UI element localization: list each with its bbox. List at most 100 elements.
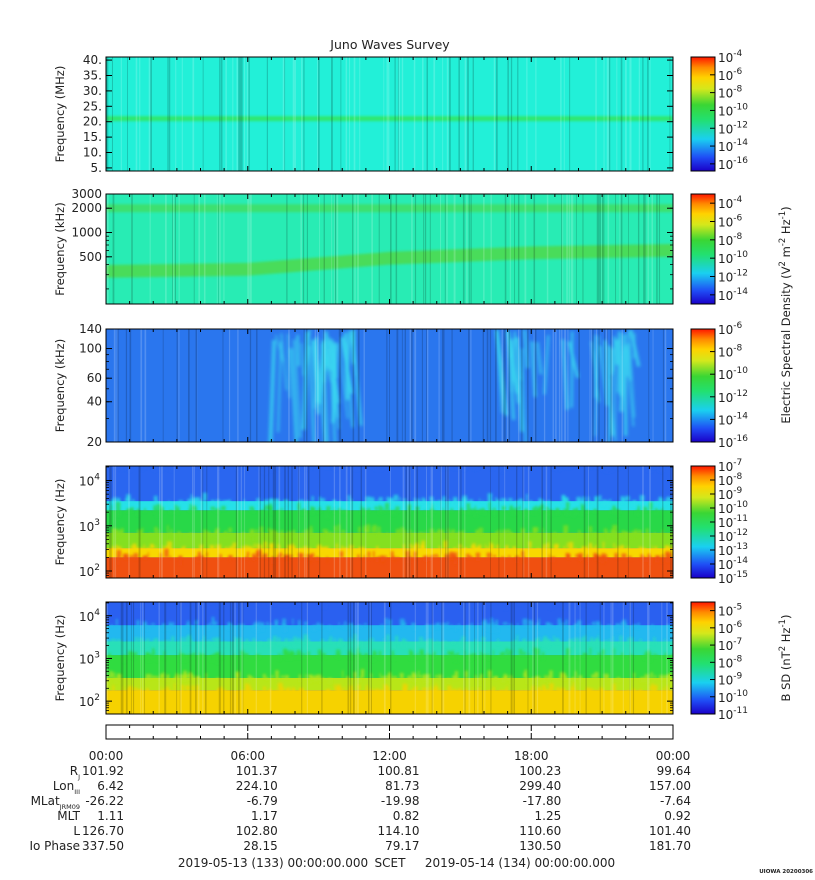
y-tick-label: 60 <box>87 371 102 385</box>
ephemeris-value: 110.60 <box>519 824 561 838</box>
footer-end: 2019-05-14 (134) 00:00:00.000 <box>425 856 615 870</box>
y-tick-label: 40 <box>87 395 102 409</box>
ephemeris-value: 0.92 <box>664 809 691 823</box>
ephemeris-value: 0.82 <box>393 809 420 823</box>
spectral-layer <box>106 625 673 642</box>
ephemeris-value: 114.10 <box>378 824 420 838</box>
colorbar-tick-label: 10-8 <box>718 472 743 488</box>
colorbar-tick-label: 10-12 <box>718 269 748 285</box>
y-tick-label: 2000 <box>71 201 102 215</box>
emission-band <box>106 204 673 213</box>
ephemeris-value: 6.42 <box>97 779 124 793</box>
colorbar-tick-label: 10-5 <box>718 603 742 619</box>
emission-band <box>106 116 673 122</box>
colorbar-tick-label: 10-10 <box>718 689 748 705</box>
colorbar: 10-710-810-910-1010-1110-1210-1310-1410-… <box>690 458 748 586</box>
ephemeris-value: -26.22 <box>85 794 124 808</box>
spectrogram-background <box>106 329 673 442</box>
ephemeris-value: 181.70 <box>649 839 691 853</box>
colorbar-label: B SD (nT2​ Hz-1​) <box>778 615 793 702</box>
colorbar-tick-label: 10-6 <box>718 214 743 230</box>
colorbar-tick-label: 10-14 <box>718 411 748 427</box>
colorbar-tick-label: 10-16 <box>718 156 748 172</box>
ephemeris-value: 157.00 <box>649 779 691 793</box>
y-tick-label: 35. <box>83 68 102 82</box>
ephemeris-value: 130.50 <box>519 839 561 853</box>
colorbar-tick-label: 10-12 <box>718 389 748 405</box>
colorbar-gradient <box>691 329 715 442</box>
colorbar-tick-label: 10-14 <box>718 556 748 572</box>
ephemeris-value: 1.11 <box>97 809 124 823</box>
spectrogram-image <box>106 57 673 171</box>
spectrogram-background <box>106 57 673 171</box>
y-tick-label: 40. <box>83 53 102 67</box>
spectrogram-image <box>106 602 673 714</box>
drifting-emission-band <box>106 244 673 278</box>
time-tick-label: 00:00 <box>656 749 691 763</box>
y-tick-label: 103 <box>79 650 100 666</box>
y-tick-label: 104 <box>79 473 100 489</box>
colorbar-tick-label: 10-11 <box>718 706 748 722</box>
colorbar-tick-label: 10-16 <box>718 434 748 450</box>
colorbar-tick-label: 10-10 <box>718 250 748 266</box>
ephemeris-value: 99.64 <box>657 764 691 778</box>
y-tick-label: 500 <box>79 250 102 264</box>
panel-lfr-high: 20 40 60 100 140 Frequency (kHz) 10-6 10-8 10-10… <box>53 321 748 450</box>
time-tick-label: 00:00 <box>89 749 124 763</box>
spectral-layer <box>106 501 673 511</box>
ephemeris-row-label: MLT <box>57 809 80 823</box>
colorbar-tick-label: 10-9 <box>718 672 743 688</box>
spectrogram-image <box>106 194 673 304</box>
time-tick-label: 06:00 <box>230 749 265 763</box>
y-tick-label: 3000 <box>71 187 102 201</box>
y-tick-label: 30. <box>83 84 102 98</box>
colorbar-tick-label: 10-7 <box>718 458 742 474</box>
y-tick-label: 100 <box>79 342 102 356</box>
spectral-layer <box>106 510 673 533</box>
colorbar-tick-label: 10-7 <box>718 637 742 653</box>
y-axis-label: Frequency (kHz) <box>53 202 67 295</box>
colorbar-tick-label: 10-12 <box>718 120 748 136</box>
spectrogram-image <box>106 329 673 442</box>
spectral-layer <box>106 557 673 578</box>
ephemeris-value: -19.98 <box>381 794 420 808</box>
y-tick-label: 1000 <box>71 226 102 240</box>
colorbar-tick-label: 10-9 <box>718 486 743 502</box>
credit-label: UIOWA 20200306 <box>759 869 813 875</box>
colorbar: 10-4 10-6 10-8 10-10 10-12 10-14 Electric Spec… <box>690 193 793 424</box>
ephemeris-value: 81.73 <box>385 779 419 793</box>
colorbar-tick-label: 10-8 <box>718 344 743 360</box>
colorbar-gradient <box>691 57 715 171</box>
y-tick-label: 20 <box>87 435 102 449</box>
spectral-layer <box>106 602 673 626</box>
y-tick-label: 140 <box>79 322 102 336</box>
colorbar-tick-label: 10-8 <box>718 232 743 248</box>
y-axis-label: Frequency (kHz) <box>53 339 67 432</box>
ephemeris-value: 102.80 <box>236 824 278 838</box>
ephemeris-row-label: MLatJRM09 <box>31 794 80 811</box>
ephemeris-value: -17.80 <box>523 794 562 808</box>
colorbar-tick-label: 10-14 <box>718 138 748 154</box>
ephemeris-value: -6.79 <box>247 794 278 808</box>
colorbar-tick-label: 10-15 <box>718 570 748 586</box>
spectral-layer <box>106 466 673 502</box>
colorbar-tick-label: 10-6 <box>718 620 743 636</box>
y-tick-label: 25. <box>83 99 102 113</box>
y-tick-label: 102 <box>79 693 100 709</box>
colorbar: 10-4 10-6 10-810-10 10-12 10-14 10-16 <box>690 49 748 172</box>
ephemeris-value: 1.17 <box>251 809 278 823</box>
y-tick-label: 102 <box>79 563 100 579</box>
colorbar-tick-label: 10-8 <box>718 654 743 670</box>
ephemeris-value: 101.92 <box>82 764 124 778</box>
ephemeris-row-label: Io Phase <box>29 839 80 853</box>
ephemeris-value: 224.10 <box>236 779 278 793</box>
panel-hfr-high: 5.10. 15.20. 25.30. 35.40. Frequency (MHz) 10… <box>53 49 748 175</box>
ephemeris-value: 1.25 <box>535 809 562 823</box>
scet-footer: 2019-05-13 (133) 00:00:00.000 SCET 2019-… <box>178 856 615 870</box>
colorbar-tick-label: 10-13 <box>718 542 748 558</box>
y-tick-label: 103 <box>79 518 100 534</box>
time-tick-label: 12:00 <box>372 749 407 763</box>
spectral-layer <box>106 655 673 678</box>
